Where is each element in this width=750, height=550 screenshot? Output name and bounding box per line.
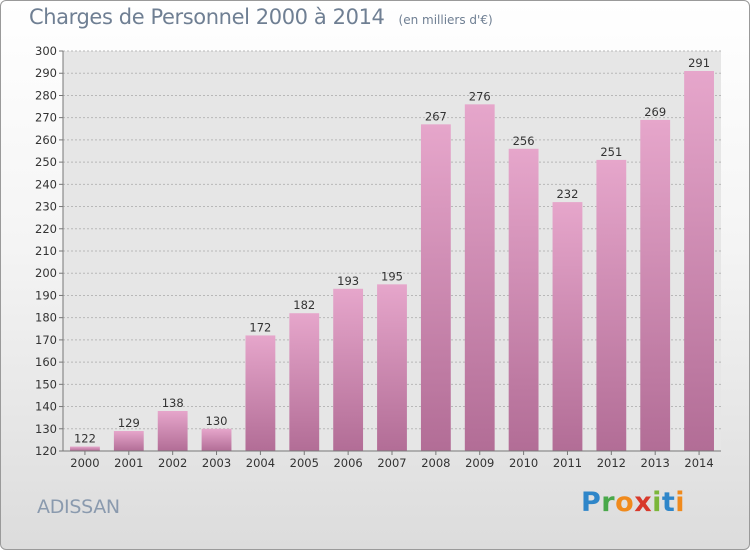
bar: [157, 411, 188, 451]
town-name: ADISSAN: [37, 496, 120, 518]
bar: [684, 71, 714, 451]
y-tick-label: 170: [35, 333, 57, 347]
x-tick-label: 2013: [641, 456, 670, 470]
y-tick-label: 160: [35, 355, 57, 369]
bar: [113, 431, 144, 451]
y-tick-label: 230: [35, 200, 57, 214]
y-tick-label: 140: [35, 400, 57, 414]
data-label: 182: [293, 298, 315, 312]
y-tick-label: 280: [35, 88, 57, 102]
data-label: 122: [74, 432, 96, 446]
data-label: 291: [688, 56, 710, 70]
bar: [289, 313, 320, 451]
bar: [552, 202, 583, 451]
bar: [420, 124, 451, 451]
y-tick-label: 200: [35, 266, 57, 280]
data-label: 256: [513, 134, 535, 148]
x-tick-label: 2012: [597, 456, 626, 470]
data-label: 232: [556, 187, 578, 201]
y-tick-label: 250: [35, 155, 57, 169]
y-tick-label: 180: [35, 311, 57, 325]
data-label: 193: [337, 274, 359, 288]
data-label: 130: [206, 414, 228, 428]
x-tick-label: 2011: [553, 456, 582, 470]
data-label: 138: [162, 396, 184, 410]
logo-letter: i: [652, 487, 662, 518]
data-label: 251: [600, 145, 622, 159]
bar: [245, 335, 276, 451]
x-tick-label: 2002: [158, 456, 187, 470]
x-tick-label: 2007: [377, 456, 406, 470]
data-label: 269: [644, 105, 666, 119]
data-labels: 122 129 138 130 172 182 193 195 267 276 256 232 251 2…: [74, 56, 710, 446]
x-tick-label: 2006: [333, 456, 362, 470]
data-label: 172: [249, 320, 271, 334]
title-row: Charges de Personnel 2000 à 2014 (en mill…: [29, 5, 493, 29]
bar: [596, 159, 627, 451]
x-tick-label: 2008: [421, 456, 450, 470]
y-tick-label: 260: [35, 133, 57, 147]
logo-letter: o: [615, 487, 635, 518]
x-tick-label: 2001: [114, 456, 143, 470]
x-tick-label: 2009: [465, 456, 494, 470]
bar: [70, 446, 100, 451]
y-tick-label: 270: [35, 111, 57, 125]
bar: [333, 288, 364, 451]
axes: 120 130 140 150 160 170 180 190 200 210 220 230 240 2…: [35, 44, 721, 470]
bar: [201, 428, 232, 451]
chart-subtitle: (en milliers d'€): [398, 13, 493, 27]
logo-letter: r: [601, 487, 616, 518]
bar: [640, 119, 671, 451]
y-tick-label: 120: [35, 444, 57, 458]
chart-title: Charges de Personnel 2000 à 2014: [29, 5, 385, 29]
logo-letter: t: [661, 487, 676, 518]
data-label: 129: [118, 416, 140, 430]
bar: [464, 104, 495, 451]
bar: [377, 284, 407, 451]
logo-letter: P: [581, 487, 602, 518]
x-tick-label: 2004: [246, 456, 275, 470]
y-tick-label: 300: [35, 44, 57, 58]
logo-letter: x: [634, 487, 653, 518]
logo-letter: i: [675, 487, 686, 518]
x-tick-label: 2005: [290, 456, 319, 470]
y-tick-label: 210: [35, 244, 57, 258]
bars: [70, 71, 714, 451]
y-tick-label: 150: [35, 377, 57, 391]
x-tick-label: 2014: [684, 456, 713, 470]
bar: [508, 148, 539, 451]
data-label: 267: [425, 109, 447, 123]
data-label: 276: [469, 89, 491, 103]
y-tick-label: 130: [35, 422, 57, 436]
proxiti-logo[interactable]: Proxiti: [581, 487, 685, 518]
x-tick-label: 2010: [509, 456, 538, 470]
y-tick-label: 220: [35, 222, 57, 236]
x-tick-label: 2000: [70, 456, 99, 470]
y-tick-label: 290: [35, 66, 57, 80]
y-tick-label: 190: [35, 288, 57, 302]
x-tick-label: 2003: [202, 456, 231, 470]
data-label: 195: [381, 269, 403, 283]
y-tick-label: 240: [35, 177, 57, 191]
